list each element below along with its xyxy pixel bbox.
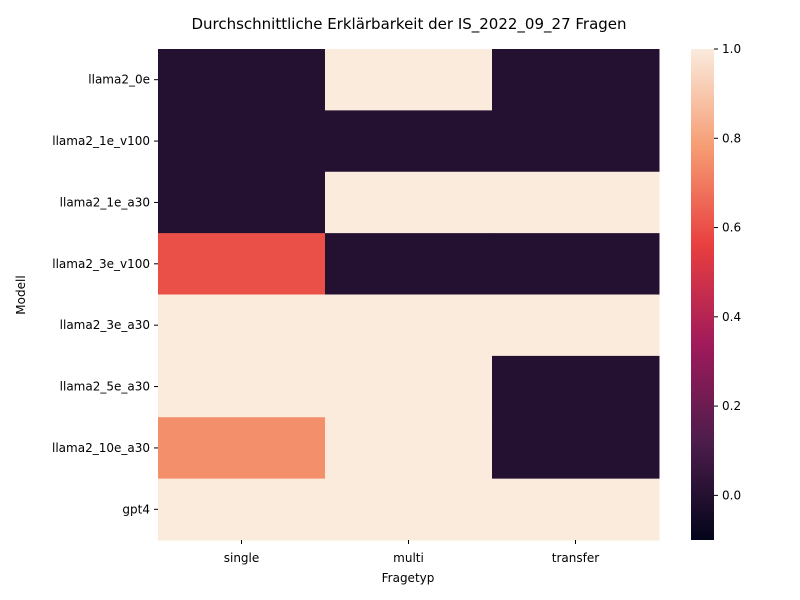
y-tick-label: llama2_3e_a30 [60,318,150,332]
colorbar-tick-label: 0.8 [722,131,741,145]
heatmap-cell [492,294,660,357]
x-axis-ticks: single multi transfer [224,540,599,565]
x-tick-label: single [224,551,260,565]
heatmap-cell [325,355,493,418]
heatmap-cell [325,233,493,296]
heatmap-cell [325,294,493,357]
heatmap-cell [158,171,326,234]
heatmap-cell [325,49,493,111]
heatmap-cell [492,417,660,480]
y-tick-label: llama2_3e_v100 [52,257,150,271]
colorbar-tick-label: 1.0 [722,42,741,56]
y-tick-label: llama2_5e_a30 [60,380,150,394]
heatmap-cell [492,49,660,111]
heatmap-cell [325,171,493,234]
colorbar-tick-label: 0.4 [722,310,741,324]
x-tick-label: multi [393,551,424,565]
heatmap-cell [492,171,660,234]
heatmap-cell [325,478,493,541]
heatmap-cell [492,233,660,296]
heatmap-cell [492,355,660,418]
heatmap-cell [158,294,326,357]
x-axis-label: Fragetyp [382,571,435,585]
y-tick-label: gpt4 [122,502,150,516]
heatmap-cell [492,110,660,173]
chart-title: Durchschnittliche Erklärbarkeit der IS_2… [191,15,626,34]
heatmap-cell [158,478,326,541]
colorbar-tick-label: 0.2 [722,399,741,413]
heatmap-cell [325,417,493,480]
heatmap-cell [158,110,326,173]
y-tick-label: llama2_0e [88,73,150,87]
colorbar-tick-label: 0.6 [722,221,741,235]
colorbar-tick-label: 0.0 [722,488,741,502]
heatmap-cells [158,49,660,541]
x-tick-label: transfer [552,551,599,565]
heatmap-cell [158,49,326,111]
heatmap-cell [158,417,326,480]
colorbar-ticks: 0.0 0.2 0.4 0.6 0.8 1.0 [714,42,741,502]
heatmap-cell [158,355,326,418]
y-axis-label: Modell [14,275,28,314]
y-axis-ticks: llama2_0e llama2_1e_v100 llama2_1e_a30llam… [52,73,158,516]
heatmap-cell [158,233,326,296]
y-tick-label: llama2_1e_v100 [52,134,150,148]
y-tick-label: llama2_1e_a30 [60,195,150,209]
y-tick-label: llama2_10e_a30 [52,441,150,455]
colorbar [691,49,714,540]
heatmap-cell [325,110,493,173]
heatmap-cell [492,478,660,541]
